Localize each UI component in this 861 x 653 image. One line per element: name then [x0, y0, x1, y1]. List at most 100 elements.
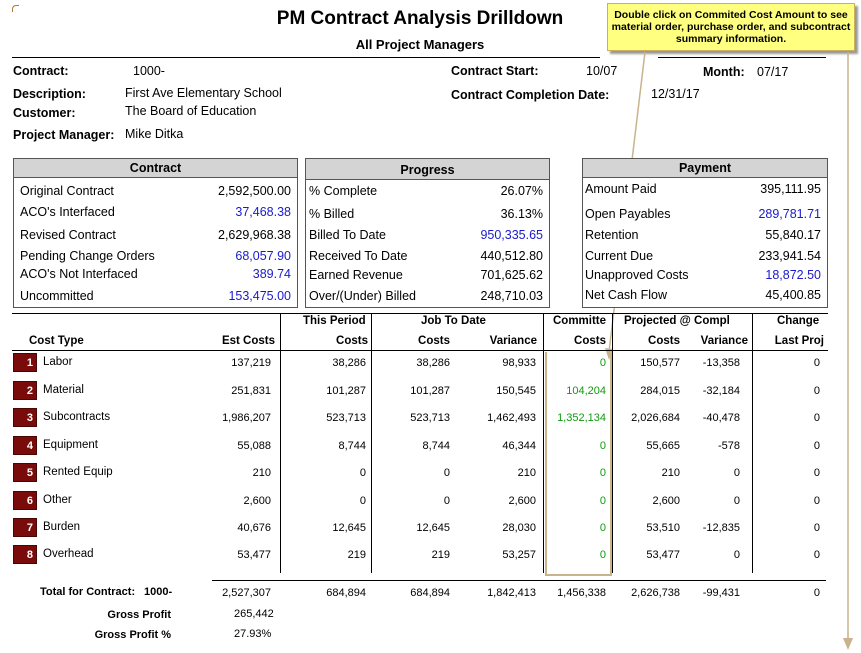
total-change: 0 — [813, 587, 820, 599]
cell-committed[interactable]: 1,352,134 — [557, 412, 606, 424]
header-change: Change — [777, 315, 820, 327]
payment-row: Unapproved Costs 18,872.50 — [585, 268, 821, 282]
cell-committed[interactable]: 0 — [599, 467, 606, 479]
customer-value: The Board of Education — [125, 104, 257, 118]
contract-box: Contract Original Contract 2,592,500.00 A… — [13, 158, 298, 308]
col-cost-type: Cost Type — [29, 335, 84, 347]
cell-est: 1,986,207 — [222, 412, 271, 424]
contract-row: Original Contract 2,592,500.00 — [20, 184, 291, 198]
cell-est: 40,676 — [237, 522, 271, 534]
committed-highlight-left — [545, 352, 547, 576]
total-proj-variance: -99,431 — [702, 587, 740, 599]
cost-type-number-button[interactable]: 3 — [13, 408, 37, 427]
gross-profit-pct-label: Gross Profit % — [94, 629, 171, 641]
col-tp-costs: Costs — [336, 335, 368, 347]
cost-type-number-button[interactable]: 5 — [13, 463, 37, 482]
cell-jtd: 8,744 — [422, 440, 450, 452]
contract-value: 1000- — [133, 64, 165, 78]
contract-row: ACO's Not Interfaced 389.74 — [20, 267, 291, 281]
month-label: Month: — [703, 65, 745, 79]
cost-type-number-button[interactable]: 8 — [13, 545, 37, 564]
progress-box-title: Progress — [306, 159, 549, 180]
col-jtd-variance: Variance — [489, 335, 537, 347]
cell-variance: 150,545 — [496, 385, 536, 397]
project-manager-value: Mike Ditka — [125, 127, 184, 141]
contract-start-value: 10/07 — [586, 64, 618, 78]
cell-est: 137,219 — [231, 357, 271, 369]
col-divider — [543, 313, 544, 573]
cell-variance: 210 — [517, 467, 536, 479]
cell-committed[interactable]: 0 — [599, 357, 606, 369]
cost-type-label: Subcontracts — [43, 411, 111, 423]
cell-variance: 46,344 — [502, 440, 536, 452]
cell-proj-variance: 0 — [733, 549, 740, 561]
cell-proj-variance: -13,358 — [702, 357, 740, 369]
cell-committed[interactable]: 0 — [599, 495, 606, 507]
total-est: 2,527,307 — [222, 587, 271, 599]
cell-committed[interactable]: 0 — [599, 522, 606, 534]
header-rule — [12, 57, 600, 58]
cell-proj: 150,577 — [640, 357, 680, 369]
contract-row: Pending Change Orders 68,057.90 — [20, 249, 291, 263]
cell-variance: 28,030 — [502, 522, 536, 534]
header-this-period: This Period — [303, 315, 366, 327]
col-jtd-costs: Costs — [418, 335, 450, 347]
cost-type-number-button[interactable]: 6 — [13, 491, 37, 510]
cost-type-number-button[interactable]: 2 — [13, 381, 37, 400]
col-proj-variance: Variance — [700, 335, 748, 347]
page-title: PM Contract Analysis Drilldown — [276, 8, 564, 29]
cost-type-number-button[interactable]: 4 — [13, 436, 37, 455]
cell-committed[interactable]: 0 — [599, 549, 606, 561]
progress-box: Progress % Complete 26.07% % Billed 36.13%… — [305, 158, 550, 308]
header-bottom-rule — [12, 350, 828, 351]
description-label: Description: — [13, 87, 86, 101]
cell-tp: 101,287 — [326, 385, 366, 397]
cell-proj: 2,026,684 — [631, 412, 680, 424]
help-callout: Double click on Commited Cost Amount to … — [607, 3, 855, 51]
cost-type-label: Burden — [43, 521, 81, 533]
gross-profit-label: Gross Profit — [107, 609, 171, 621]
col-divider — [752, 313, 753, 573]
payment-row: Current Due 233,941.54 — [585, 249, 821, 263]
table-top-rule — [12, 313, 828, 314]
total-committed[interactable]: 1,456,338 — [557, 587, 606, 599]
cell-jtd: 0 — [443, 495, 450, 507]
col-divider — [280, 313, 281, 573]
cell-committed[interactable]: 104,204 — [566, 385, 606, 397]
cost-type-number-button[interactable]: 7 — [13, 518, 37, 537]
cell-change: 0 — [813, 495, 820, 507]
cell-tp: 523,713 — [326, 412, 366, 424]
progress-row: Earned Revenue 701,625.62 — [309, 268, 543, 282]
cell-tp: 0 — [359, 467, 366, 479]
cell-jtd: 219 — [431, 549, 450, 561]
total-variance: 1,842,413 — [487, 587, 536, 599]
cell-tp: 12,645 — [332, 522, 366, 534]
payment-box: Payment Amount Paid 395,111.95 Open Payab… — [582, 158, 828, 308]
cell-est: 251,831 — [231, 385, 271, 397]
contract-row: Uncommitted 153,475.00 — [20, 289, 291, 303]
progress-row: % Complete 26.07% — [309, 184, 543, 198]
project-manager-label: Project Manager: — [13, 128, 115, 142]
header-rule-right — [658, 57, 826, 58]
cell-committed[interactable]: 0 — [599, 440, 606, 452]
gross-profit-pct-value: 27.93% — [234, 628, 272, 640]
cell-jtd: 12,645 — [416, 522, 450, 534]
cell-change: 0 — [813, 467, 820, 479]
cell-est: 210 — [252, 467, 271, 479]
corner-marker — [12, 5, 19, 12]
col-divider — [612, 313, 613, 573]
col-est-costs: Est Costs — [221, 335, 275, 347]
cell-proj: 53,477 — [646, 549, 680, 561]
progress-row: Billed To Date 950,335.65 — [309, 228, 543, 242]
payment-row: Amount Paid 395,111.95 — [585, 182, 821, 196]
contract-row: ACO's Interfaced 37,468.38 — [20, 205, 291, 219]
contract-box-title: Contract — [14, 159, 297, 178]
gross-profit-value: 265,442 — [234, 608, 274, 620]
cell-jtd: 101,287 — [410, 385, 450, 397]
arrow-head-down — [843, 638, 853, 650]
cell-change: 0 — [813, 440, 820, 452]
payment-row: Retention 55,840.17 — [585, 228, 821, 242]
total-proj: 2,626,738 — [631, 587, 680, 599]
cell-est: 53,477 — [237, 549, 271, 561]
cost-type-number-button[interactable]: 1 — [13, 353, 37, 372]
